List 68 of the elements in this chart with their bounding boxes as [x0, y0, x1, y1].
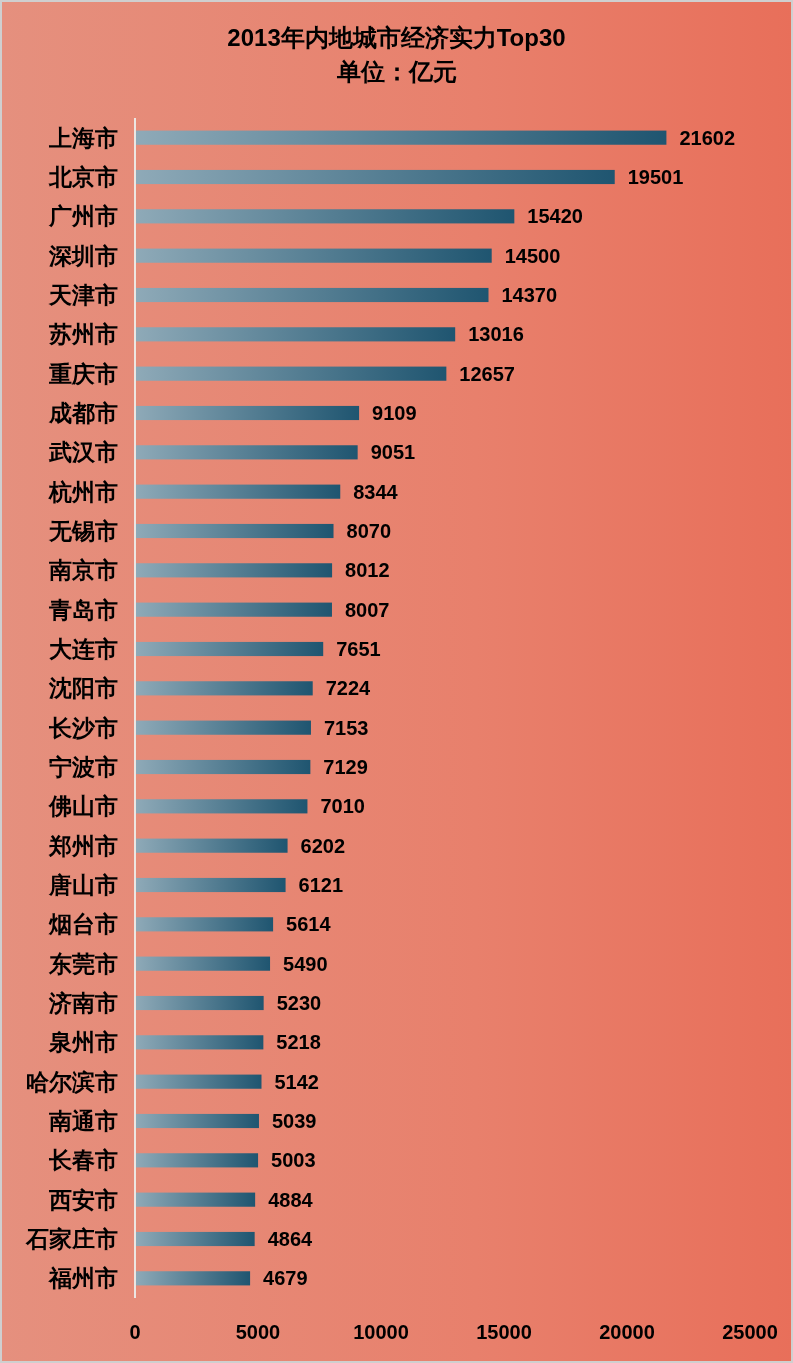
- data-label: 7010: [320, 795, 365, 818]
- y-tick-label: 广州市: [48, 203, 118, 230]
- data-label: 14500: [504, 244, 561, 267]
- data-label: 6121: [298, 874, 344, 896]
- y-tick-label: 南通市: [48, 1108, 118, 1134]
- y-tick-label: 杭州市: [48, 478, 118, 505]
- y-tick-label: 上海市: [48, 124, 118, 151]
- data-label: 15420: [527, 205, 583, 228]
- y-tick-label: 大连市: [49, 636, 118, 662]
- data-label: 4679: [263, 1267, 308, 1290]
- y-tick-label: 南京市: [48, 557, 118, 584]
- y-tick-label: 烟台市: [48, 911, 118, 938]
- x-tick-label: 25000: [722, 1321, 778, 1343]
- data-label: 4864: [267, 1228, 314, 1250]
- data-label: 8344: [353, 480, 399, 503]
- y-tick-label: 青岛市: [48, 596, 118, 623]
- data-label: 7153: [323, 716, 369, 739]
- data-label: 19501: [627, 166, 684, 188]
- data-label: 8070: [346, 520, 392, 542]
- y-tick-label: 天津市: [48, 282, 118, 308]
- chart-title: 2013年内地城市经济实力Top30: [227, 24, 566, 51]
- y-tick-label: 深圳市: [48, 242, 118, 269]
- data-label: 21602: [679, 126, 736, 149]
- y-tick-label: 武汉市: [48, 439, 118, 466]
- y-tick-label: 西安市: [48, 1186, 118, 1213]
- data-label: 9051: [370, 441, 416, 464]
- y-tick-label: 哈尔滨市: [26, 1068, 118, 1095]
- data-label: 9109: [372, 402, 417, 424]
- data-label: 14370: [501, 284, 558, 306]
- y-tick-label: 郑州市: [48, 832, 118, 859]
- data-label: 8012: [345, 559, 390, 582]
- data-label: 5218: [276, 1031, 321, 1054]
- y-tick-label: 福州市: [48, 1265, 118, 1292]
- y-tick-label: 长沙市: [48, 714, 118, 741]
- y-tick-label: 北京市: [48, 164, 118, 190]
- y-tick-label: 济南市: [48, 990, 118, 1016]
- y-tick-label: 唐山市: [48, 872, 118, 898]
- data-label: 7651: [336, 638, 381, 660]
- y-tick-label: 重庆市: [48, 360, 118, 387]
- x-tick-label: 5000: [235, 1321, 281, 1343]
- x-tick-label: 10000: [353, 1321, 409, 1343]
- data-label: 5039: [271, 1110, 317, 1132]
- x-tick-label: 15000: [476, 1321, 532, 1343]
- y-tick-label: 无锡市: [48, 518, 118, 544]
- data-label: 5003: [271, 1149, 316, 1172]
- data-label: 8007: [344, 598, 390, 621]
- y-tick-label: 东莞市: [48, 950, 118, 977]
- data-label: 13016: [468, 323, 524, 346]
- chart-subtitle: 单位：亿元: [335, 58, 457, 85]
- x-tick-label: 0: [129, 1321, 141, 1343]
- y-tick-label: 沈阳市: [48, 675, 118, 702]
- x-tick-label: 20000: [599, 1321, 655, 1343]
- y-tick-label: 石家庄市: [25, 1226, 118, 1252]
- data-label: 5614: [286, 913, 332, 936]
- data-label: 12657: [459, 362, 515, 385]
- data-label: 5142: [274, 1070, 319, 1093]
- y-tick-label: 成都市: [48, 400, 118, 426]
- y-tick-label: 苏州市: [48, 321, 118, 348]
- data-label: 7129: [323, 756, 368, 778]
- data-label: 5230: [276, 992, 322, 1014]
- data-label: 5490: [283, 952, 328, 975]
- y-tick-label: 宁波市: [49, 754, 118, 780]
- data-label: 6202: [300, 834, 346, 857]
- data-label: 4884: [268, 1188, 314, 1211]
- y-tick-label: 泉州市: [48, 1029, 118, 1056]
- y-tick-label: 佛山市: [48, 793, 118, 820]
- data-label: 7224: [325, 677, 372, 700]
- y-tick-label: 长春市: [48, 1147, 118, 1174]
